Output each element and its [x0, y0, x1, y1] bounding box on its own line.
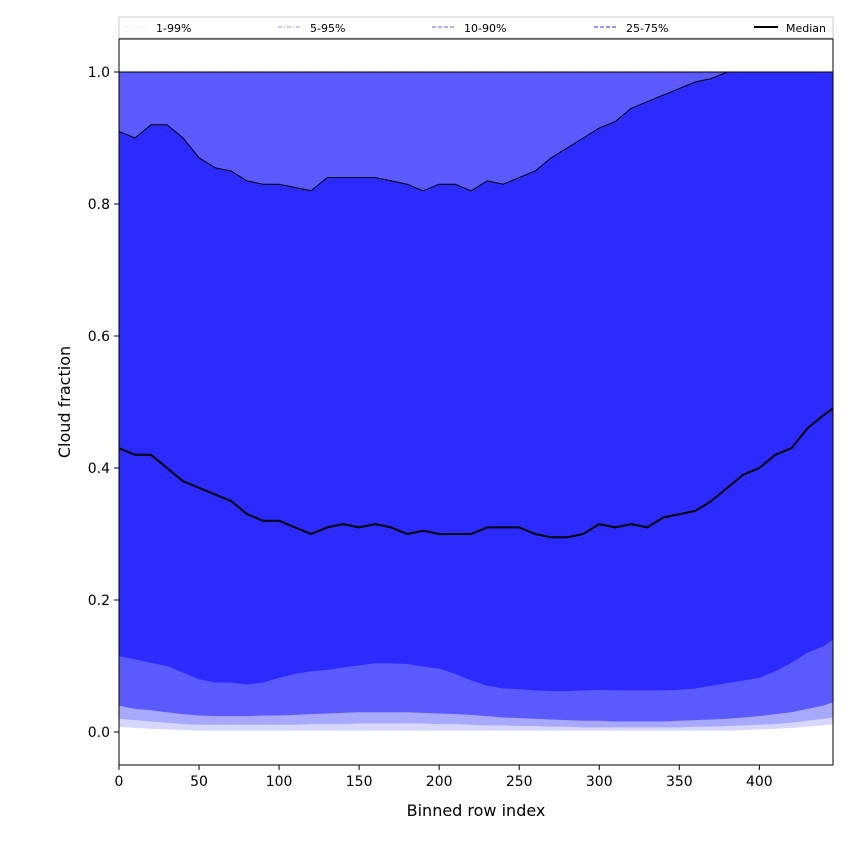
x-axis-ticks: 0 50 100 150 200 250 300 350 400 [115, 765, 773, 790]
legend-label: 1-99% [156, 22, 191, 35]
y-axis-label: Cloud fraction [55, 346, 74, 458]
x-tick-label: 150 [346, 774, 373, 790]
y-tick-label: 0.8 [88, 197, 110, 213]
y-axis-ticks: 0.0 0.2 0.4 0.6 0.8 1.0 [88, 65, 119, 741]
y-tick-label: 1.0 [88, 65, 110, 81]
x-axis-label: Binned row index [407, 801, 546, 820]
x-tick-label: 50 [190, 774, 208, 790]
line-q75 [118, 71, 833, 192]
plot-frame [118, 38, 834, 766]
legend: 1-99% 5-95% 10-90% 25-75% Median [118, 16, 834, 39]
x-tick-label: 300 [586, 774, 613, 790]
legend-box [118, 16, 834, 39]
band-25-75 [119, 72, 833, 692]
y-tick-label: 0.4 [88, 461, 110, 477]
percentile-lines [118, 71, 834, 539]
legend-label: 25-75% [626, 22, 668, 35]
x-tick-label: 400 [746, 774, 773, 790]
x-tick-label: 100 [266, 774, 293, 790]
x-tick-label: 200 [426, 774, 453, 790]
x-tick-label: 0 [115, 774, 124, 790]
legend-label: 5-95% [310, 22, 345, 35]
x-tick-label: 250 [506, 774, 533, 790]
y-tick-label: 0.0 [88, 725, 110, 741]
legend-label: Median [786, 22, 826, 35]
y-tick-label: 0.2 [88, 593, 110, 609]
legend-label: 10-90% [464, 22, 506, 35]
percentile-bands [119, 72, 833, 731]
x-tick-label: 350 [666, 774, 693, 790]
line-median [118, 407, 834, 539]
y-tick-label: 0.6 [88, 329, 110, 345]
